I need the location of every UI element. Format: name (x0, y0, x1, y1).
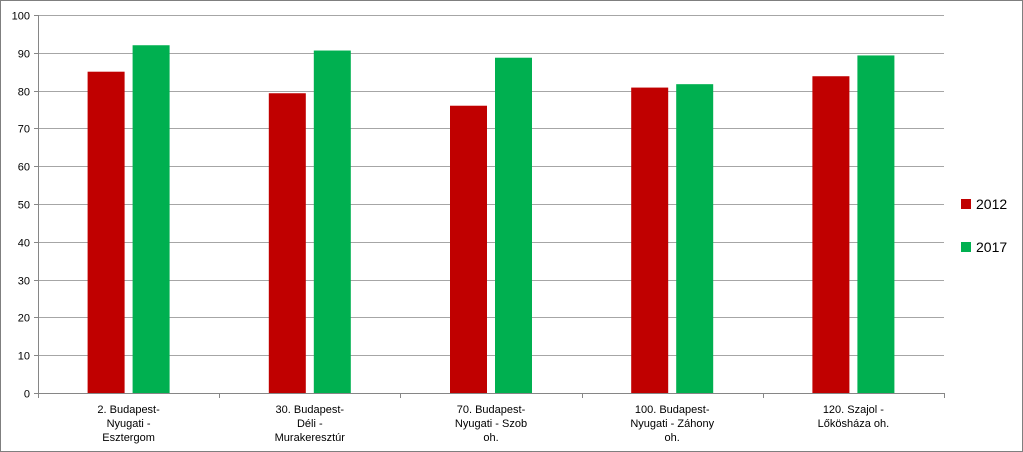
legend-label-2017: 2017 (976, 239, 1007, 255)
bar-2012-2 (268, 93, 306, 393)
y-tick-label: 20 (18, 313, 30, 325)
y-tick-label: 0 (24, 389, 30, 401)
x-category-label: 120. Szajol - (823, 404, 884, 416)
x-category-label: 30. Budapest- (276, 404, 345, 416)
x-category-label: oh. (483, 432, 498, 444)
x-category-label: oh. (665, 432, 680, 444)
x-category-label: Déli - (297, 418, 323, 430)
bar-2017-2 (313, 50, 351, 393)
x-category-label: Lőkösháza oh. (818, 418, 890, 430)
x-category-label: Esztergom (102, 432, 155, 444)
x-category-label: Murakeresztúr (275, 432, 346, 444)
bar-2017-3 (495, 57, 532, 394)
y-tick-label: 30 (18, 276, 30, 288)
y-tick-labels: 0 10 20 30 40 50 60 70 80 90 100 (12, 11, 30, 401)
legend-swatch-2012 (961, 199, 971, 209)
gridlines (38, 15, 944, 356)
bar-2012-5 (812, 76, 850, 394)
y-tick-label: 80 (18, 87, 30, 99)
x-category-labels: 2. Budapest- Nyugati - Esztergom 30. Budape… (97, 404, 889, 444)
y-tick-label: 40 (18, 238, 30, 250)
bar-2012-1 (87, 71, 125, 393)
x-category-label: 100. Budapest- (635, 404, 710, 416)
y-tick-label: 10 (18, 351, 30, 363)
y-tick-label: 50 (18, 200, 30, 212)
axes (34, 15, 945, 398)
y-tick-label: 70 (18, 124, 30, 136)
y-tick-label: 90 (18, 49, 30, 61)
legend: 2012 2017 (961, 196, 1007, 255)
x-category-label: 70. Budapest- (457, 404, 526, 416)
x-category-label: Nyugati - Szob (455, 418, 527, 430)
legend-label-2012: 2012 (976, 196, 1007, 212)
bar-2017-1 (132, 45, 170, 394)
bar-2017-4 (676, 84, 714, 393)
legend-swatch-2017 (961, 242, 971, 252)
x-category-label: Nyugati - (107, 418, 151, 430)
bar-2017-5 (857, 55, 895, 394)
bar-2012-4 (631, 87, 669, 394)
bar-2012-3 (450, 105, 487, 393)
bars (87, 45, 895, 394)
y-tick-label: 100 (12, 11, 30, 23)
x-category-label: 2. Budapest- (97, 404, 160, 416)
y-tick-label: 60 (18, 162, 30, 174)
x-category-label: Nyugati - Záhony (630, 418, 714, 430)
